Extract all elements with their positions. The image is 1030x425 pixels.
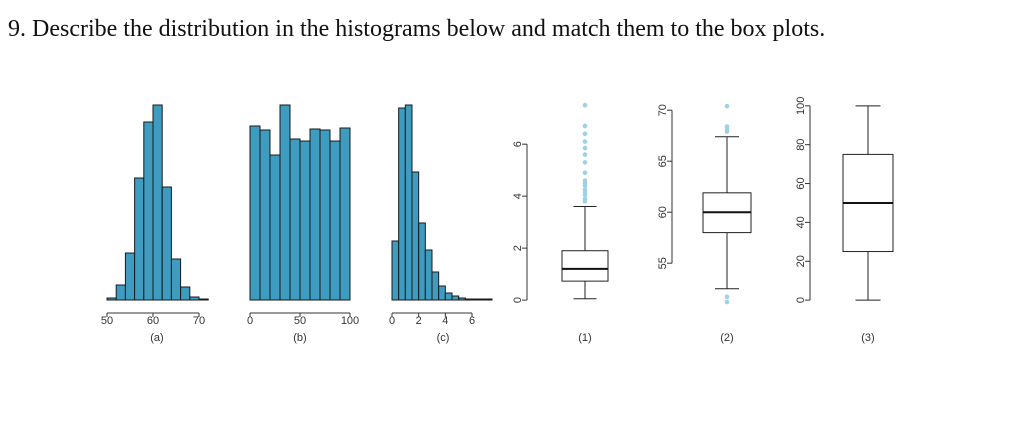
y-tick-label: 6 [512, 141, 524, 147]
histogram-bar [471, 298, 480, 301]
histogram-bar [106, 297, 117, 301]
histogram-bar [143, 121, 154, 301]
y-tick-label: 80 [795, 139, 807, 151]
histogram-bar [170, 258, 182, 301]
outlier [582, 170, 588, 176]
outlier [724, 103, 730, 109]
outlier [724, 299, 730, 305]
histogram-bar [464, 298, 473, 301]
histogram-bar [391, 240, 400, 301]
outlier [582, 139, 588, 144]
panel-label: (b) [293, 332, 306, 344]
x-tick-label: 100 [341, 315, 359, 327]
histogram-bar [180, 286, 191, 301]
histogram-bar [309, 128, 321, 301]
y-tick-label: 65 [657, 155, 669, 167]
question-text: 9. Describe the distribution in the hist… [8, 16, 826, 42]
y-tick-label: 20 [795, 255, 807, 267]
outlier [582, 131, 588, 137]
y-tick-label: 40 [795, 216, 807, 228]
histogram-bar [478, 298, 486, 301]
panel-label: (2) [720, 332, 733, 344]
histogram-bar [398, 107, 406, 301]
histogram-bar [451, 295, 460, 301]
histogram-bar [259, 129, 271, 301]
x-tick-label: 50 [101, 315, 113, 327]
histogram-bar [189, 296, 200, 301]
histogram-bar [424, 249, 433, 301]
y-tick-label: 2 [512, 245, 524, 251]
box [561, 250, 609, 282]
histogram-bar [115, 284, 126, 301]
panel-label: (c) [437, 332, 450, 344]
y-tick-label: 70 [657, 104, 669, 116]
y-tick-label: 0 [795, 297, 807, 303]
x-tick-label: 0 [247, 315, 253, 327]
histogram-bar [124, 252, 136, 301]
histogram-bar [134, 177, 145, 301]
histogram-bar [329, 140, 341, 301]
x-tick-label: 2 [416, 315, 422, 327]
panel-label: (a) [150, 332, 163, 344]
outlier [582, 192, 588, 198]
histogram-bar [299, 140, 311, 301]
outlier [724, 129, 730, 134]
histogram-bar [319, 129, 331, 301]
histogram-bar [198, 298, 209, 301]
histogram-bar [161, 186, 172, 301]
x-tick-label: 60 [147, 315, 159, 327]
x-tick-label: 6 [469, 315, 475, 327]
histogram-bar [339, 127, 351, 301]
y-tick-label: 0 [512, 297, 524, 303]
histogram-bar [438, 285, 446, 301]
outlier [582, 183, 588, 189]
x-tick-label: 4 [442, 315, 448, 327]
outlier [582, 145, 588, 151]
outlier [582, 102, 588, 108]
histogram-bar [431, 271, 440, 301]
histogram-bar [269, 154, 281, 301]
outlier [582, 160, 588, 165]
outlier [582, 199, 588, 204]
x-tick-label: 70 [193, 315, 205, 327]
histogram-bar [152, 104, 163, 301]
outlier [582, 123, 588, 129]
outlier [582, 152, 588, 157]
histogram-bar [458, 297, 466, 301]
y-tick-label: 4 [512, 193, 524, 199]
y-tick-label: 60 [795, 177, 807, 189]
histogram-bar [418, 222, 426, 301]
y-tick-label: 100 [795, 97, 807, 115]
histogram-bar [411, 171, 420, 301]
histogram-bar [484, 298, 493, 301]
y-tick-label: 55 [657, 257, 669, 269]
outlier [724, 294, 730, 300]
histogram-bar [444, 292, 453, 301]
panel-label: (1) [578, 332, 591, 344]
histogram-bar [249, 125, 261, 301]
x-tick-label: 50 [294, 315, 306, 327]
x-tick-label: 0 [389, 315, 395, 327]
histogram-bar [279, 104, 291, 301]
histogram-bar [289, 138, 301, 301]
histogram-bar [404, 104, 413, 301]
panel-label: (3) [861, 332, 874, 344]
y-tick-label: 60 [657, 206, 669, 218]
